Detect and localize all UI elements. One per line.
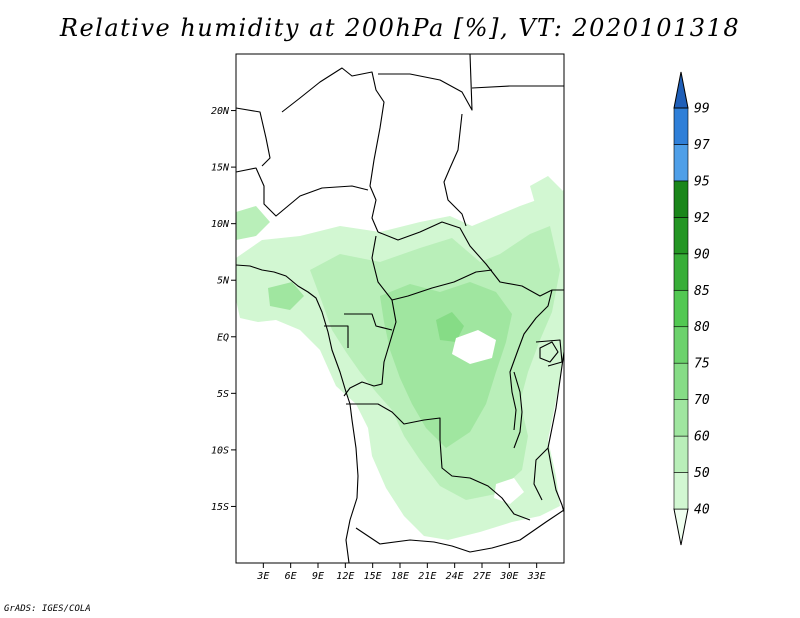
- border-k: [346, 403, 531, 521]
- lon-label: 9E: [312, 571, 324, 582]
- border-b: [378, 54, 473, 111]
- border-p: [355, 509, 564, 553]
- border-c: [471, 85, 564, 89]
- lon-label: 30E: [499, 571, 518, 582]
- colorbar-label: 80: [694, 320, 710, 335]
- country-borders: [236, 54, 564, 563]
- border-o: [533, 447, 549, 501]
- lake-tanganyika: [513, 371, 523, 449]
- colorbar-box: [673, 180, 689, 218]
- colorbar-box: [673, 217, 689, 255]
- dry-region: [246, 330, 262, 346]
- border-l: [344, 313, 393, 331]
- latitude-axis: 20N 15N 10N 5N EQ 5S 10S 15S: [211, 106, 236, 513]
- colorbar-label: 70: [694, 393, 710, 408]
- lon-label: 24E: [446, 571, 464, 582]
- colorbar-box: [673, 253, 689, 291]
- lat-label: 5S: [217, 389, 229, 400]
- humidity-field: [236, 176, 564, 540]
- chart-title: Relative humidity at 200hPa [%], VT: 202…: [59, 14, 741, 42]
- humidity-region: [436, 312, 464, 342]
- colorbar-box: [673, 435, 689, 473]
- coastline-west: [236, 264, 359, 563]
- humidity-region: [380, 282, 512, 448]
- border-j: [343, 299, 397, 397]
- colorbar-label: 50: [694, 466, 710, 481]
- longitude-axis: 3E 6E 9E 12E 15E 18E 21E 24E 27E 30E 33E: [256, 563, 546, 582]
- lon-label: 12E: [336, 571, 354, 582]
- lat-label: 15S: [211, 502, 229, 513]
- lon-label: 21E: [418, 571, 436, 582]
- border-d: [443, 113, 467, 227]
- border-n: [535, 339, 563, 367]
- lat-label: 20N: [211, 106, 230, 117]
- colorbar-label: 40: [694, 503, 710, 518]
- lat-label: 10S: [211, 445, 229, 456]
- colorbar-box: [673, 144, 689, 182]
- colorbar-label: 85: [694, 284, 710, 299]
- lon-label: 6E: [285, 571, 297, 582]
- colorbar-box: [673, 472, 689, 510]
- lon-label: 27E: [473, 571, 491, 582]
- colorbar-label: 97: [694, 138, 710, 153]
- dry-region: [452, 330, 496, 364]
- colorbar-label: 99: [694, 102, 710, 117]
- colorbar-label: 95: [694, 174, 710, 189]
- humidity-region: [236, 206, 270, 240]
- border-g: [377, 221, 564, 297]
- border-i: [509, 289, 553, 431]
- border-e: [236, 167, 369, 217]
- lon-label: 18E: [391, 571, 409, 582]
- border-a: [281, 67, 385, 233]
- grads-credit: GrADS: IGES/COLA: [4, 604, 91, 614]
- colorbar-box: [673, 362, 689, 400]
- lake-victoria: [539, 341, 559, 363]
- border-f: [236, 107, 271, 167]
- colorbar-label: 75: [694, 357, 710, 372]
- colorbar-upper-triangle: [673, 71, 689, 109]
- colorbar-box: [673, 107, 689, 145]
- lat-label: EQ: [217, 332, 229, 343]
- lat-label: 5N: [217, 276, 230, 287]
- colorbar-box: [673, 399, 689, 437]
- colorbar-box: [673, 326, 689, 364]
- lat-label: 10N: [211, 219, 230, 230]
- colorbar-label: 90: [694, 247, 710, 262]
- colorbar-label: 92: [694, 211, 710, 226]
- border-m: [324, 325, 349, 348]
- lon-label: 3E: [256, 571, 269, 582]
- humidity-region: [530, 176, 562, 214]
- colorbar-label: 60: [694, 430, 710, 445]
- border-h: [371, 235, 493, 301]
- lon-label: 33E: [527, 571, 546, 582]
- colorbar-lower-triangle: [673, 508, 689, 546]
- lon-label: 15E: [364, 571, 382, 582]
- colorbar: 40 50 60 70 75 80 85 90 92 95 97 99: [673, 71, 710, 546]
- humidity-region: [268, 282, 304, 310]
- colorbar-box: [673, 289, 689, 328]
- lat-label: 15N: [211, 163, 230, 174]
